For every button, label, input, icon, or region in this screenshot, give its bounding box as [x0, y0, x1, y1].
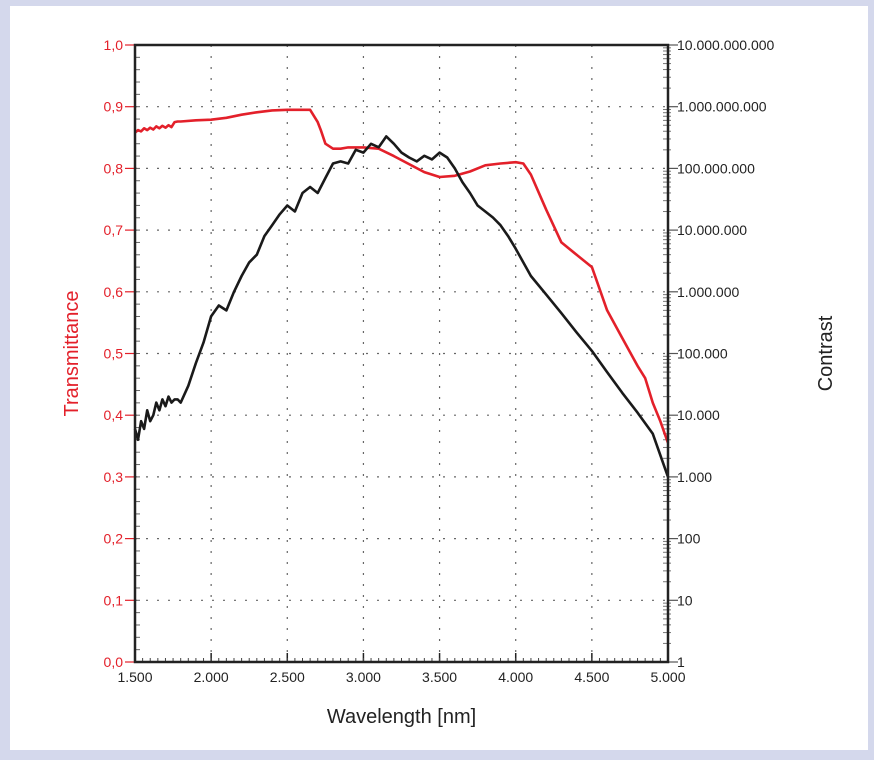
- y-left-tick-label: 0,1: [104, 592, 124, 608]
- plot-border: [133, 43, 670, 664]
- y-left-tick-labels: 0,0 0,1 0,2 0,3 0,4 0,5 0,6 0,7 0,8 0,9 1,0: [104, 37, 124, 670]
- grid-lines: [135, 45, 668, 662]
- x-tick-label: 5.000: [650, 669, 685, 685]
- x-tick-labels: 1.500 2.000 2.500 3.000 3.500 4.000 4.500 5.000: [117, 669, 685, 685]
- x-tick-label: 2.000: [194, 669, 229, 685]
- x-tick-label: 3.500: [422, 669, 457, 685]
- y-right-tick-label: 1.000.000.000: [677, 99, 767, 115]
- chart-frame: 1.500 2.000 2.500 3.000 3.500 4.000 4.500 5.000…: [10, 6, 868, 750]
- y-right-tick-label: 1.000: [677, 469, 712, 485]
- y-right-tick-label: 10.000: [677, 407, 720, 423]
- y-left-tick-label: 0,3: [104, 469, 124, 485]
- transmittance-contrast-chart: 1.500 2.000 2.500 3.000 3.500 4.000 4.500 5.000…: [61, 37, 837, 728]
- y-right-tick-label: 100.000.000: [677, 160, 755, 176]
- y-left-tick-label: 0,0: [104, 654, 124, 670]
- y-left-tick-label: 0,9: [104, 99, 124, 115]
- y-right-tick-label: 10.000.000.000: [677, 37, 775, 53]
- x-tick-label: 4.500: [574, 669, 609, 685]
- y-left-tick-label: 0,2: [104, 531, 124, 547]
- y-left-tick-label: 0,5: [104, 346, 124, 362]
- y-left-axis-title: Transmittance: [61, 291, 83, 417]
- y-right-tick-label: 1.000.000: [677, 284, 739, 300]
- y-right-axis-title: Contrast: [815, 315, 837, 391]
- x-tick-label: 2.500: [270, 669, 305, 685]
- y-left-tick-label: 0,8: [104, 160, 124, 176]
- y-left-tick-label: 0,4: [104, 407, 124, 423]
- y-left-tick-label: 0,7: [104, 222, 124, 238]
- y-right-tick-label: 100: [677, 531, 701, 547]
- x-tick-label: 3.000: [346, 669, 381, 685]
- y-left-tick-label: 0,6: [104, 284, 124, 300]
- y-right-tick-label: 10.000.000: [677, 222, 747, 238]
- y-right-tick-label: 10: [677, 592, 693, 608]
- contrast-series-line: [133, 135, 670, 478]
- y-right-tick-label: 1: [677, 654, 685, 670]
- x-tick-label: 4.000: [498, 669, 533, 685]
- y-right-tick-label: 100.000: [677, 346, 728, 362]
- y-right-tick-labels: 1 10 100 1.000 10.000 100.000 1.000.000 10.000.…: [677, 37, 775, 670]
- transmittance-series-line: [134, 108, 670, 444]
- y-left-tick-label: 1,0: [104, 37, 124, 53]
- x-axis-title: Wavelength [nm]: [327, 706, 476, 728]
- x-tick-label: 1.500: [117, 669, 152, 685]
- series-group: [133, 108, 670, 478]
